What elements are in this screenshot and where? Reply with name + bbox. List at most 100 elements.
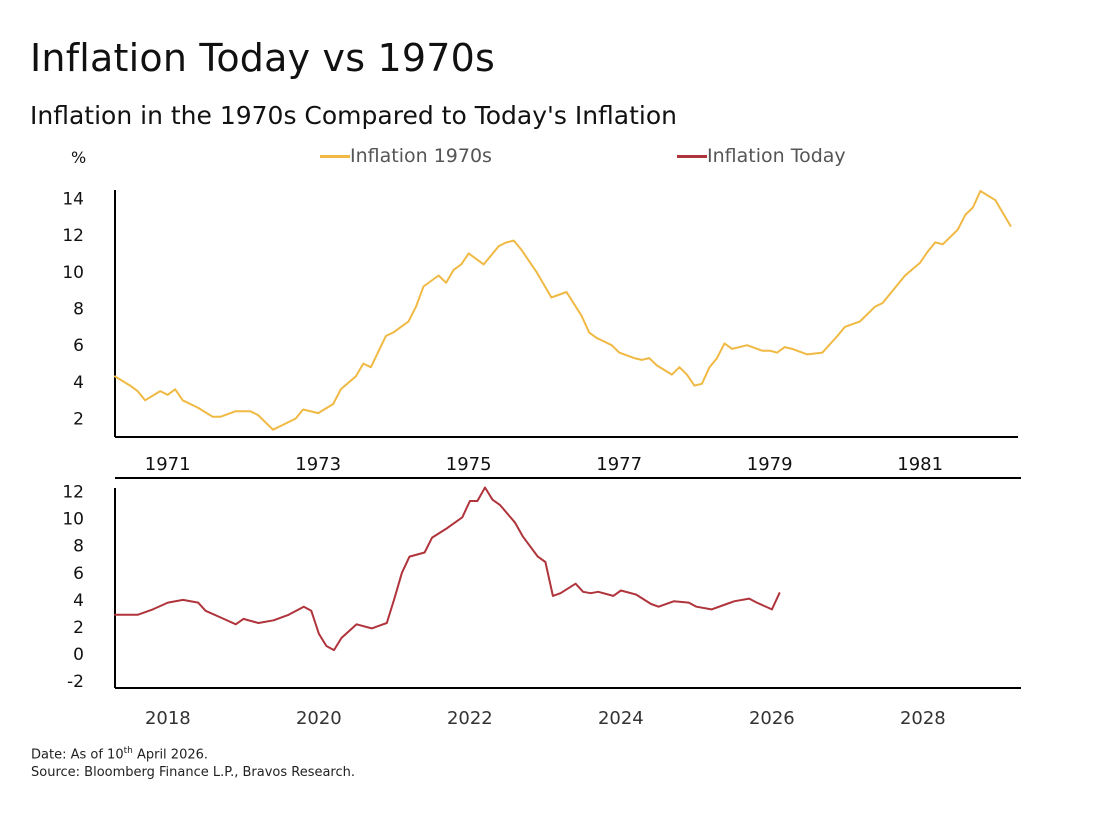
top-data-point: [543, 283, 545, 286]
bottom-data-point: [325, 645, 328, 647]
top-data-point: [881, 302, 884, 304]
bottom-data-point: [582, 591, 584, 593]
top-series-line: [114, 190, 1012, 431]
bottom-data-point: [733, 600, 735, 603]
top-data-point: [671, 373, 673, 376]
top-data-point: [686, 373, 688, 376]
bottom-x-tick-label: 2026: [749, 708, 795, 729]
bottom-data-point: [499, 504, 501, 506]
bottom-y-tick-label: 12: [62, 483, 84, 503]
top-data-point: [595, 337, 598, 339]
bottom-data-point: [469, 500, 471, 502]
top-data-point: [693, 384, 696, 387]
top-data-point: [181, 399, 184, 402]
top-data-point: [249, 410, 252, 413]
top-data-point: [445, 282, 447, 284]
bottom-data-point: [514, 521, 516, 524]
top-data-point: [957, 228, 959, 231]
top-data-point: [332, 403, 335, 405]
bottom-data-point: [167, 601, 169, 604]
bottom-data-point: [620, 589, 622, 592]
bottom-data-point: [303, 605, 305, 608]
bottom-y-tick-label: -2: [67, 672, 84, 692]
top-data-point: [588, 331, 590, 334]
bottom-y-tick-label: 10: [62, 510, 84, 530]
bottom-data-point: [114, 614, 116, 616]
top-x-tick-label: 1977: [596, 454, 642, 475]
bottom-data-point: [386, 622, 388, 624]
top-data-point: [144, 399, 146, 402]
bottom-data-point: [597, 591, 599, 593]
bottom-data-point: [748, 597, 750, 600]
top-data-point: [340, 388, 342, 391]
bottom-y-tick-label: 6: [73, 564, 84, 584]
top-data-point: [392, 331, 395, 334]
bottom-data-point: [672, 600, 675, 603]
bottom-data-point: [431, 536, 433, 539]
top-data-point: [618, 351, 620, 354]
bottom-data-point: [491, 498, 494, 501]
top-data-point: [302, 408, 304, 411]
bottom-data-point: [521, 535, 524, 538]
top-data-point: [535, 271, 538, 273]
bottom-data-point: [771, 608, 773, 611]
top-data-point: [934, 241, 936, 244]
top-panel: 2 4 6 8 10 12 14 1971 1973 1975 1977 1979 1981: [62, 189, 1018, 475]
bottom-data-point: [310, 610, 313, 612]
top-data-point: [701, 383, 703, 385]
top-data-point: [159, 390, 161, 392]
top-data-point: [656, 364, 658, 367]
bottom-data-point: [612, 595, 615, 597]
top-data-point: [219, 416, 222, 418]
top-data-point: [678, 366, 681, 369]
footer-source: Source: Bloomberg Finance L.P., Bravos R…: [31, 765, 356, 780]
top-data-point: [1009, 225, 1012, 227]
bottom-data-point: [197, 601, 199, 604]
top-x-tick-label: 1981: [897, 454, 943, 475]
bottom-y-tick-label: 0: [73, 645, 84, 665]
top-data-point: [197, 406, 199, 409]
bottom-data-point: [589, 592, 592, 594]
top-data-point: [437, 274, 440, 277]
bottom-data-point: [778, 592, 781, 594]
chart-subtitle: Inflation in the 1970s Compared to Today…: [30, 101, 678, 130]
top-data-point: [385, 335, 387, 337]
bottom-data-point: [695, 605, 698, 608]
top-data-point: [355, 375, 357, 378]
bottom-x-tick-label: 2022: [447, 708, 493, 729]
top-x-tick-label: 1973: [295, 454, 341, 475]
bottom-data-point: [650, 603, 652, 605]
bottom-data-point: [401, 572, 403, 574]
bottom-y-tick-label: 8: [73, 537, 84, 557]
y-axis-unit: %: [71, 148, 87, 167]
top-data-point: [279, 425, 282, 427]
top-data-point: [791, 348, 794, 350]
legend-item-today: Inflation Today: [677, 145, 846, 167]
top-data-point: [580, 315, 583, 317]
legend-label-today: Inflation Today: [707, 145, 846, 167]
legend-item-1970s: Inflation 1970s: [320, 145, 492, 167]
top-data-point: [513, 239, 515, 242]
top-data-point: [919, 261, 921, 264]
top-data-point: [362, 362, 365, 365]
bottom-data-point: [272, 619, 275, 622]
top-y-tick-label: 10: [62, 263, 84, 283]
top-data-point: [460, 263, 463, 266]
top-data-point: [174, 388, 176, 391]
bottom-y-tick-label: 2: [73, 618, 84, 638]
bottom-data-point: [725, 603, 728, 605]
top-data-point: [806, 353, 809, 356]
bottom-data-point: [257, 622, 260, 624]
top-data-point: [859, 320, 861, 323]
footer-date-sup: th: [123, 746, 133, 756]
top-data-point: [964, 214, 967, 216]
bottom-x-tick-label: 2024: [598, 708, 644, 729]
top-data-point: [370, 366, 372, 369]
top-data-point: [723, 342, 726, 345]
top-data-point: [926, 250, 929, 253]
bottom-data-point: [688, 601, 690, 604]
bottom-data-point: [657, 605, 660, 608]
bottom-data-point: [204, 610, 207, 612]
top-data-point: [716, 357, 718, 359]
